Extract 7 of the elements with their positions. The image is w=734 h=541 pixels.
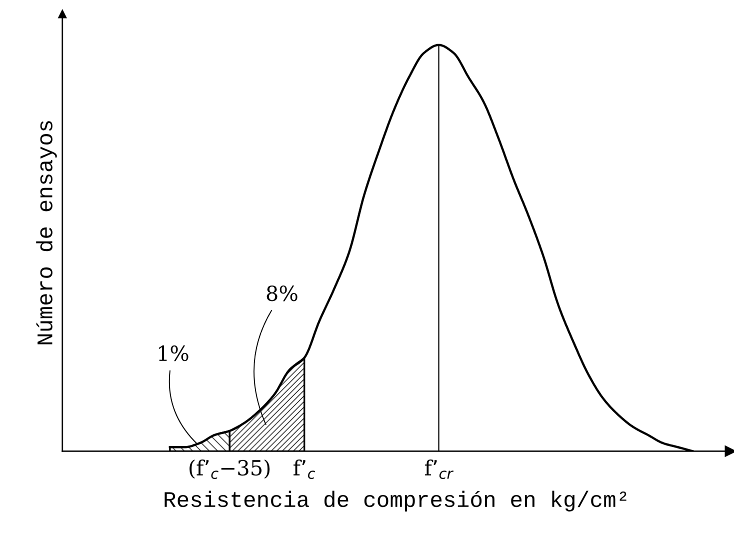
x-tick-label: f’$_{cr}$ bbox=[424, 460, 454, 479]
annotation: 8% bbox=[266, 285, 298, 302]
y-axis-title: Número de ensayos bbox=[36, 121, 57, 344]
x-tick-label: (f’$_{c}$−35) bbox=[190, 460, 270, 479]
x-axis-title: Resistencia de compresión en kg/cm² bbox=[164, 490, 626, 512]
x-tick-label: f’$_{c}$ bbox=[294, 460, 316, 479]
annotation: 1% bbox=[158, 345, 188, 362]
